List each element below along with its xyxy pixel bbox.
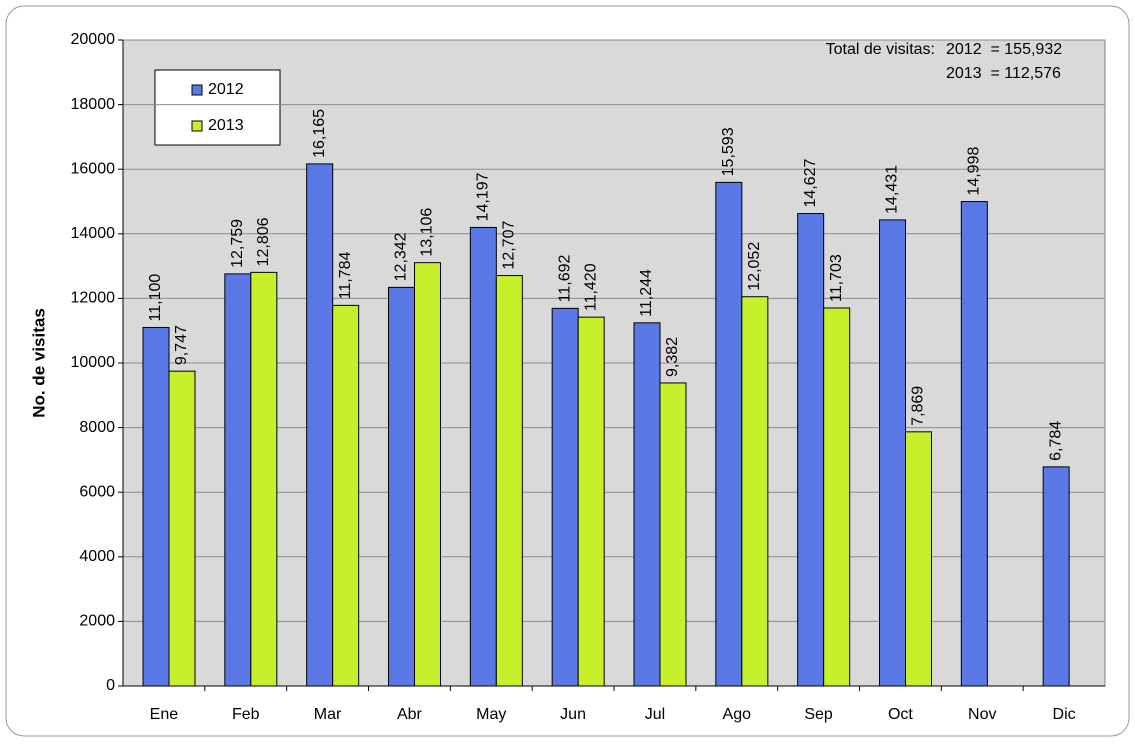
bar bbox=[306, 163, 334, 687]
value-label: 12,342 bbox=[393, 232, 410, 281]
legend-swatch bbox=[191, 120, 203, 132]
legend-label: 2013 bbox=[208, 117, 244, 134]
y-tick-label: 16000 bbox=[71, 160, 116, 177]
value-label: 14,627 bbox=[802, 159, 819, 208]
value-label: 13,106 bbox=[419, 208, 436, 257]
legend-swatch bbox=[191, 84, 203, 96]
value-label: 6,784 bbox=[1047, 421, 1064, 461]
value-label: 12,052 bbox=[746, 242, 763, 291]
x-tick-label: Mar bbox=[314, 706, 342, 723]
y-tick-label: 10000 bbox=[71, 354, 116, 371]
value-label: 9,382 bbox=[664, 337, 681, 377]
y-tick-label: 12000 bbox=[71, 290, 116, 307]
bar bbox=[142, 326, 170, 687]
bar bbox=[823, 307, 851, 687]
y-tick-label: 20000 bbox=[71, 31, 116, 48]
bar bbox=[469, 226, 497, 687]
value-label: 11,420 bbox=[582, 263, 599, 311]
bar bbox=[797, 213, 825, 687]
y-tick-label: 8000 bbox=[79, 419, 115, 436]
value-label: 14,431 bbox=[884, 165, 901, 214]
bar bbox=[388, 286, 415, 687]
value-label: 15,593 bbox=[720, 127, 737, 176]
y-tick-label: 2000 bbox=[79, 613, 115, 630]
value-label: 7,869 bbox=[910, 386, 927, 426]
bar bbox=[495, 275, 523, 687]
annotation: 2012 = 155,932 bbox=[946, 41, 1062, 58]
bar bbox=[577, 316, 605, 687]
bar bbox=[250, 271, 278, 687]
bar bbox=[879, 219, 906, 687]
x-tick-label: Ene bbox=[150, 706, 179, 723]
legend-label: 2012 bbox=[208, 81, 244, 98]
x-tick-label: Jun bbox=[560, 706, 586, 723]
bar bbox=[960, 201, 988, 687]
bar bbox=[224, 273, 252, 687]
x-tick-label: Feb bbox=[232, 706, 260, 723]
bar bbox=[168, 370, 196, 687]
x-tick-label: May bbox=[476, 706, 506, 723]
y-tick-label: 14000 bbox=[71, 225, 116, 242]
bar bbox=[905, 431, 932, 687]
y-tick-label: 18000 bbox=[71, 96, 116, 113]
x-tick-label: Sep bbox=[804, 706, 833, 723]
bar bbox=[633, 322, 661, 687]
x-tick-label: Jul bbox=[645, 706, 665, 723]
bar bbox=[715, 181, 743, 687]
value-label: 11,100 bbox=[147, 274, 164, 322]
annotation: Total de visitas: bbox=[826, 41, 935, 58]
x-tick-label: Dic bbox=[1053, 706, 1076, 723]
legend bbox=[154, 69, 281, 146]
value-label: 14,197 bbox=[475, 172, 492, 221]
x-tick-label: Nov bbox=[968, 706, 996, 723]
x-tick-label: Ago bbox=[723, 706, 752, 723]
y-tick-label: 0 bbox=[106, 677, 115, 694]
value-label: 14,998 bbox=[966, 147, 983, 196]
bar bbox=[551, 307, 579, 687]
y-axis-label: No. de visitas bbox=[29, 308, 48, 418]
value-label: 11,703 bbox=[828, 254, 845, 302]
x-tick-label: Abr bbox=[397, 706, 423, 723]
value-label: 12,759 bbox=[229, 219, 246, 268]
bar bbox=[332, 304, 360, 687]
bar bbox=[414, 262, 441, 687]
value-label: 11,692 bbox=[556, 254, 573, 302]
value-label: 11,784 bbox=[337, 252, 354, 300]
value-label: 12,707 bbox=[501, 221, 518, 270]
value-label: 16,165 bbox=[311, 109, 328, 158]
y-tick-label: 4000 bbox=[79, 548, 115, 565]
value-label: 11,244 bbox=[638, 269, 655, 317]
annotation: 2013 = 112,576 bbox=[946, 65, 1061, 82]
x-tick-label: Oct bbox=[888, 706, 913, 723]
bar bbox=[741, 296, 769, 687]
value-label: 9,747 bbox=[173, 325, 190, 365]
y-tick-label: 6000 bbox=[79, 483, 115, 500]
bar bbox=[659, 382, 687, 687]
bar bbox=[1042, 466, 1070, 687]
value-label: 12,806 bbox=[255, 217, 272, 266]
